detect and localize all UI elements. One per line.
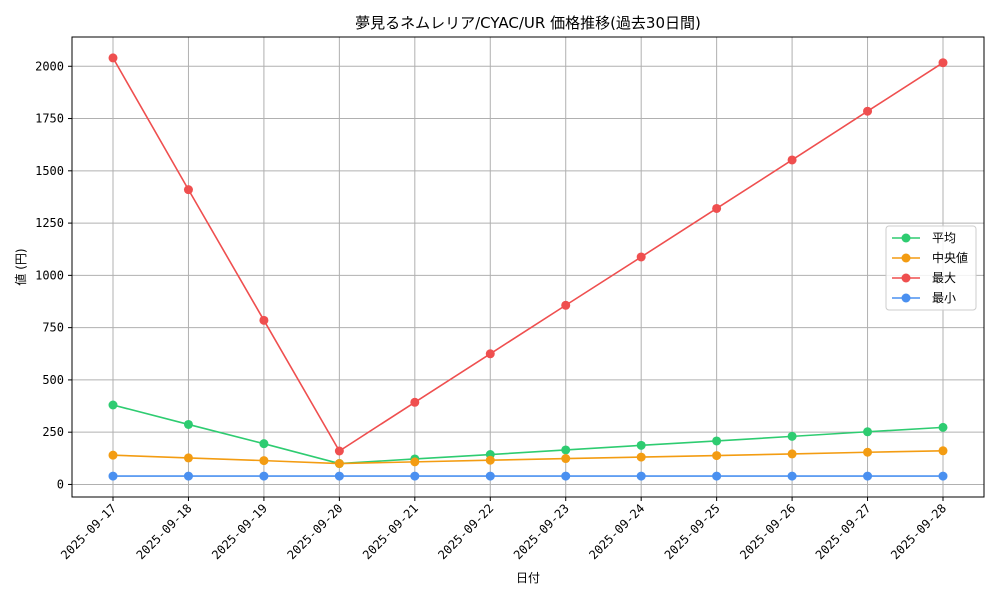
data-point bbox=[561, 471, 571, 481]
data-point bbox=[863, 471, 873, 481]
legend-marker bbox=[901, 273, 911, 283]
data-point bbox=[863, 447, 873, 457]
plot-frame bbox=[71, 36, 985, 498]
data-point bbox=[410, 471, 420, 481]
data-point bbox=[259, 315, 269, 325]
data-point bbox=[259, 456, 269, 466]
series-line-0 bbox=[112, 404, 944, 465]
legend-label: 中央値 bbox=[932, 250, 968, 265]
data-point bbox=[863, 106, 873, 116]
data-point bbox=[485, 471, 495, 481]
legend-label: 最小 bbox=[932, 291, 956, 305]
x-axis-title: 日付 bbox=[516, 571, 540, 585]
y-tick-label: 250 bbox=[42, 425, 64, 439]
y-tick-label: 0 bbox=[57, 477, 64, 491]
data-point bbox=[938, 446, 948, 456]
data-point bbox=[938, 58, 948, 68]
x-tick-label: 2025-09-19 bbox=[209, 501, 270, 562]
y-tick-label: 1250 bbox=[35, 216, 64, 230]
x-tick-label: 2025-09-27 bbox=[813, 501, 874, 562]
data-point bbox=[712, 203, 722, 213]
data-point bbox=[259, 439, 269, 449]
data-point bbox=[334, 471, 344, 481]
x-tick-label: 2025-09-24 bbox=[586, 501, 647, 562]
data-point bbox=[259, 471, 269, 481]
y-tick-label: 1750 bbox=[35, 112, 64, 126]
x-tick-label: 2025-09-22 bbox=[435, 501, 496, 562]
data-point bbox=[183, 471, 193, 481]
x-tick-label: 2025-09-25 bbox=[662, 501, 723, 562]
x-tick-label: 2025-09-20 bbox=[284, 501, 345, 562]
data-point bbox=[712, 471, 722, 481]
data-point bbox=[108, 471, 118, 481]
data-point bbox=[787, 431, 797, 441]
y-tick-label: 2000 bbox=[35, 59, 64, 73]
data-point bbox=[787, 155, 797, 165]
y-tick-label: 500 bbox=[42, 373, 64, 387]
data-point bbox=[334, 446, 344, 456]
chart-title: 夢見るネムレリア/CYAC/UR 価格推移(過去30日間) bbox=[355, 14, 701, 32]
data-point bbox=[863, 427, 873, 437]
data-point bbox=[410, 457, 420, 467]
data-point bbox=[183, 419, 193, 429]
x-tick-label: 2025-09-17 bbox=[58, 501, 119, 562]
y-axis-title: 値 (円) bbox=[13, 248, 28, 285]
data-point bbox=[938, 422, 948, 432]
x-tick-label: 2025-09-18 bbox=[134, 501, 195, 562]
legend-label: 最大 bbox=[932, 271, 956, 285]
axis-ticks: 0 250 500 750 1000 1250 1500 1750 2000 2025-09-17… bbox=[35, 59, 949, 562]
data-point bbox=[787, 471, 797, 481]
data-point bbox=[787, 449, 797, 459]
data-point bbox=[636, 452, 646, 462]
data-point bbox=[410, 397, 420, 407]
legend-marker bbox=[901, 293, 911, 303]
data-point bbox=[561, 300, 571, 310]
series-lines bbox=[108, 53, 948, 481]
data-point bbox=[334, 459, 344, 469]
data-point bbox=[561, 445, 571, 455]
y-tick-label: 750 bbox=[42, 321, 64, 335]
x-tick-label: 2025-09-21 bbox=[360, 501, 421, 562]
data-point bbox=[108, 400, 118, 410]
series-line-2 bbox=[112, 57, 944, 453]
data-point bbox=[712, 451, 722, 461]
data-point bbox=[108, 53, 118, 63]
data-point bbox=[108, 450, 118, 460]
data-point bbox=[636, 440, 646, 450]
data-point bbox=[712, 436, 722, 446]
y-tick-label: 1500 bbox=[35, 164, 64, 178]
x-tick-label: 2025-09-26 bbox=[737, 501, 798, 562]
data-point bbox=[636, 471, 646, 481]
data-point bbox=[183, 185, 193, 195]
x-tick-label: 2025-09-23 bbox=[511, 501, 572, 562]
legend-box bbox=[885, 225, 977, 311]
data-point bbox=[636, 252, 646, 262]
data-point bbox=[938, 471, 948, 481]
legend-marker bbox=[901, 233, 911, 243]
legend-marker bbox=[901, 253, 911, 263]
grid-lines bbox=[72, 37, 984, 497]
series-line-1 bbox=[112, 449, 944, 465]
data-point bbox=[485, 349, 495, 359]
y-tick-label: 1000 bbox=[35, 268, 64, 282]
x-tick-label: 2025-09-28 bbox=[888, 501, 949, 562]
legend-label: 平均 bbox=[932, 231, 956, 245]
data-point bbox=[561, 454, 571, 464]
data-point bbox=[485, 455, 495, 465]
data-point bbox=[183, 453, 193, 463]
